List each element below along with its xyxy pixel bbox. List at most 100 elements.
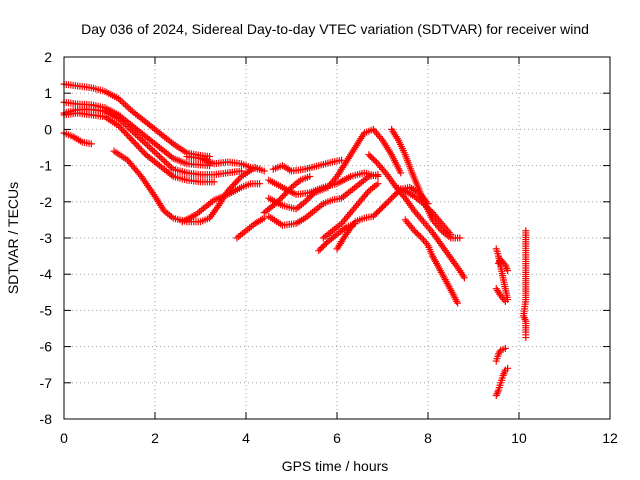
data-point — [413, 230, 421, 238]
data-point — [116, 123, 124, 131]
data-point — [318, 244, 326, 252]
y-tick-label: -2 — [40, 194, 53, 210]
data-point — [127, 135, 135, 143]
data-point — [456, 234, 464, 242]
data-point — [380, 202, 388, 210]
data-point — [283, 188, 291, 196]
data-point — [426, 206, 434, 214]
data-point — [500, 370, 508, 378]
data-point — [306, 193, 314, 201]
data-point — [504, 364, 512, 372]
y-tick-label: 1 — [44, 85, 52, 101]
data-point — [371, 157, 379, 165]
data-point — [130, 138, 138, 146]
data-point — [419, 200, 427, 208]
series-track-p — [319, 180, 382, 242]
data-point — [115, 122, 123, 130]
data-point — [365, 151, 373, 159]
data-point — [124, 131, 132, 139]
data-point — [391, 191, 399, 199]
data-point — [377, 205, 385, 213]
data-point — [118, 118, 126, 126]
data-point — [119, 127, 127, 135]
series-track-y — [495, 256, 512, 275]
series-track-w — [492, 364, 512, 399]
data-point — [125, 133, 133, 141]
data-point — [142, 140, 150, 148]
series-track-aa — [520, 227, 530, 342]
data-point — [133, 141, 141, 149]
data-point — [87, 140, 95, 148]
data-point — [118, 125, 126, 133]
data-point — [162, 159, 170, 167]
data-point — [206, 153, 214, 161]
data-point — [316, 245, 324, 253]
data-point — [303, 196, 311, 204]
data-point — [315, 247, 323, 255]
data-point — [125, 104, 133, 112]
x-tick-label: 12 — [602, 430, 618, 446]
x-tick-label: 8 — [424, 430, 432, 446]
data-point — [410, 227, 418, 235]
data-point — [140, 149, 148, 157]
data-point — [139, 148, 147, 156]
data-point — [256, 165, 264, 173]
data-point — [383, 199, 391, 207]
data-point — [520, 314, 528, 322]
data-point — [260, 167, 268, 175]
data-point — [127, 126, 135, 134]
data-point — [231, 179, 239, 187]
data-point — [424, 204, 432, 212]
y-tick-label: 0 — [44, 121, 52, 137]
data-point — [447, 230, 455, 238]
data-point — [147, 145, 155, 153]
data-point — [144, 141, 152, 149]
data-point — [501, 297, 509, 305]
data-point — [167, 171, 175, 179]
series-track-i — [233, 214, 268, 242]
data-point — [127, 106, 135, 114]
data-point — [382, 200, 390, 208]
series-track-s — [388, 125, 464, 242]
data-point — [210, 178, 218, 186]
series-track-h — [178, 180, 264, 226]
data-point — [150, 148, 158, 156]
series-track-t — [401, 216, 462, 307]
series-track-j — [269, 156, 346, 175]
data-point — [123, 103, 131, 111]
data-point — [137, 146, 145, 154]
data-point — [122, 130, 130, 138]
series-track-u — [392, 183, 455, 238]
data-point — [132, 130, 140, 138]
data-point — [120, 119, 128, 127]
data-point — [234, 176, 242, 184]
data-point — [140, 138, 148, 146]
data-point — [460, 274, 468, 282]
data-point — [375, 206, 383, 214]
data-point — [372, 209, 380, 217]
data-point — [304, 195, 312, 203]
x-tick-label: 10 — [511, 430, 527, 446]
data-point — [120, 99, 128, 107]
series-track-z — [492, 285, 509, 305]
grid-lines — [64, 57, 610, 419]
data-point — [149, 146, 157, 154]
data-point — [494, 388, 502, 396]
data-point — [284, 187, 292, 195]
data-point — [134, 143, 142, 151]
data-point — [156, 153, 164, 161]
data-point — [128, 136, 136, 144]
series-track-m — [265, 171, 382, 229]
data-point — [321, 241, 329, 249]
series-track-x — [492, 344, 509, 365]
data-point — [121, 128, 129, 136]
x-tick-label: 0 — [60, 430, 68, 446]
data-point — [501, 344, 509, 352]
data-point — [369, 212, 377, 220]
data-point — [121, 101, 129, 109]
y-tick-label: -8 — [40, 411, 53, 427]
data-point — [281, 190, 289, 198]
data-point — [493, 390, 501, 398]
data-point — [386, 196, 394, 204]
